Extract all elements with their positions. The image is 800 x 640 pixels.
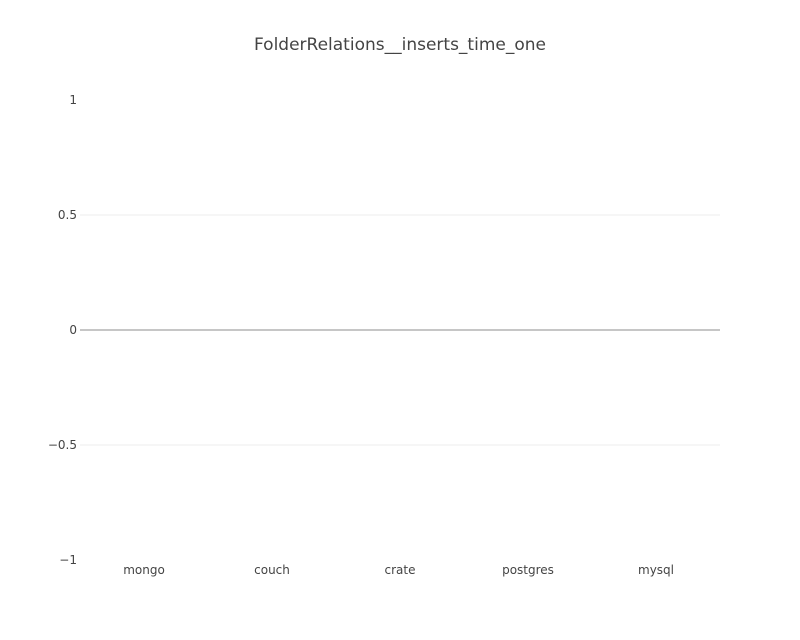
x-tick-label-postgres: postgres	[502, 563, 554, 577]
y-tick-label: −1	[59, 553, 77, 567]
chart-title: FolderRelations__inserts_time_one	[254, 35, 546, 55]
y-tick-label: 1	[69, 93, 77, 107]
x-axis: mongo couch crate postgres mysql	[123, 563, 674, 577]
y-tick-label: −0.5	[48, 438, 77, 452]
y-tick-label: 0	[69, 323, 77, 337]
x-tick-label-crate: crate	[385, 563, 416, 577]
y-tick-label: 0.5	[58, 208, 77, 222]
x-tick-label-mongo: mongo	[123, 563, 165, 577]
grid-layer	[80, 214, 720, 446]
x-tick-label-couch: couch	[254, 563, 290, 577]
x-tick-label-mysql: mysql	[638, 563, 674, 577]
y-axis: 1 0.5 0 −0.5 −1	[48, 93, 77, 567]
